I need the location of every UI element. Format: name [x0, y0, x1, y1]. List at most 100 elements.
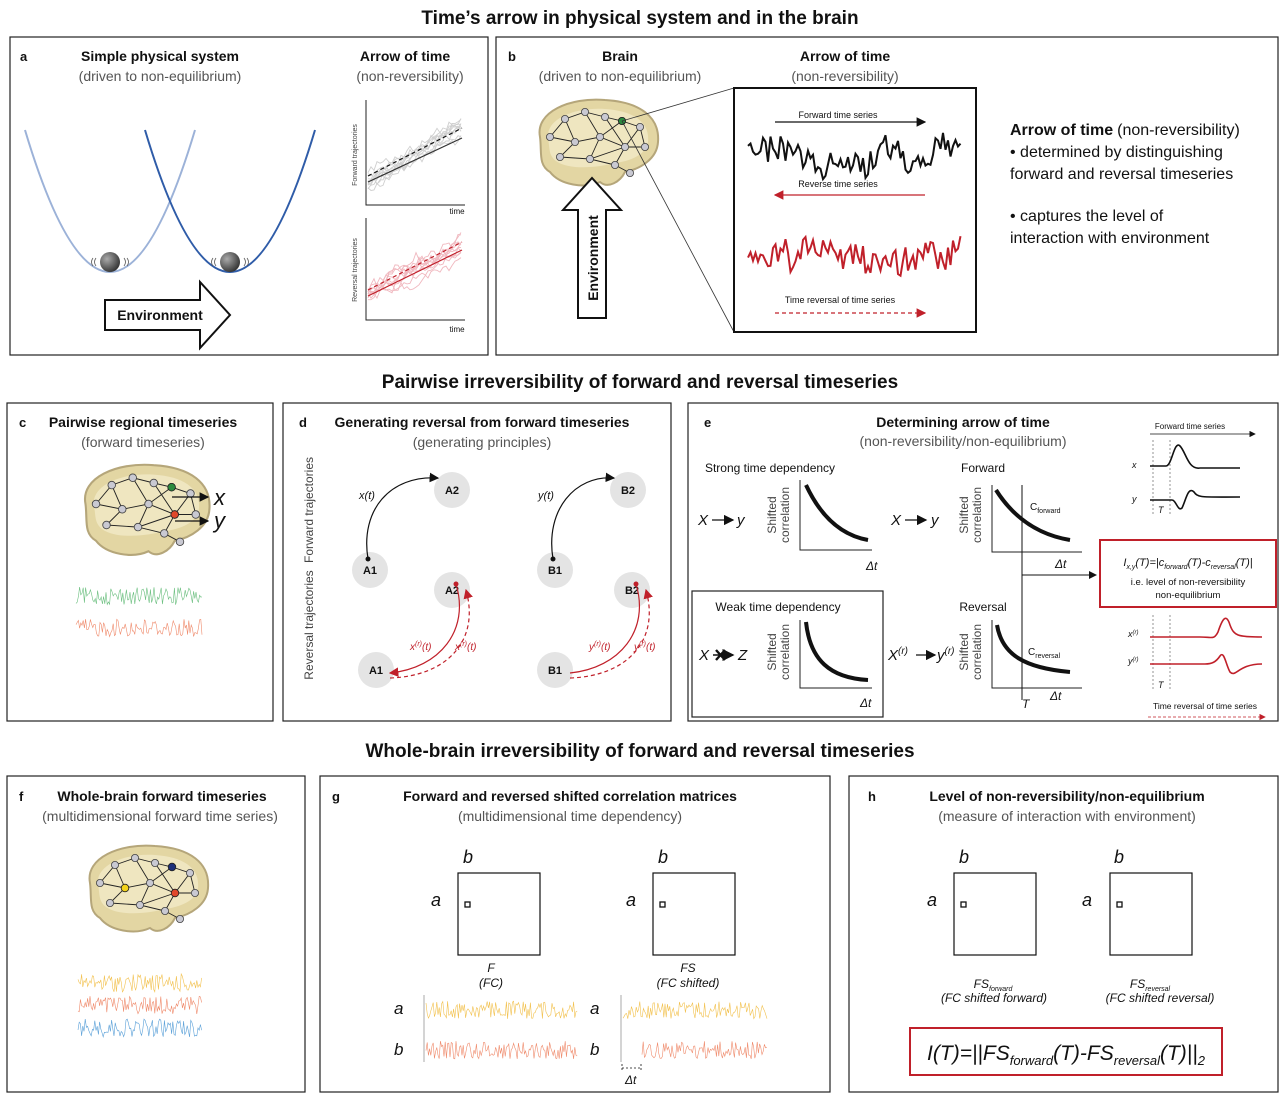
- forward-axis: Forward trajectories: [352, 124, 359, 186]
- environment: Environment: [585, 215, 601, 301]
- title: Simple physical system: [81, 48, 239, 64]
- traces: a: [590, 999, 599, 1018]
- label: h: [868, 789, 876, 804]
- region-node: [171, 511, 179, 519]
- heading: Weak time dependency: [715, 600, 840, 614]
- axis: Shifted: [765, 496, 779, 533]
- axis: Shifted: [957, 496, 971, 533]
- x: x: [1131, 460, 1137, 470]
- reversal-axis: Reversal trajectories: [302, 570, 316, 679]
- region-node: [168, 483, 176, 491]
- title: Forward and reversed shifted correlation…: [403, 788, 737, 804]
- parts: (T)-c: [1188, 557, 1212, 569]
- reversal-axis: Reversal trajectories: [352, 238, 359, 302]
- page: Figure {"sections":{"top":"Time’s arrow …: [0, 0, 1279, 1094]
- circle: [121, 884, 129, 892]
- source: X: [890, 512, 902, 529]
- subtitle: (driven to non-equilibrium): [539, 68, 702, 84]
- traces: a: [394, 999, 403, 1018]
- axis: Shifted: [765, 633, 779, 670]
- parts: reversal: [1211, 564, 1236, 571]
- formula: (T)-FS: [1053, 1042, 1114, 1065]
- col: b: [463, 847, 473, 867]
- col: b: [1114, 847, 1124, 867]
- sup: (r): [1133, 657, 1139, 663]
- label: f: [19, 789, 24, 804]
- formula: 2: [1197, 1053, 1206, 1068]
- reverse-series: Reverse time series: [798, 179, 878, 189]
- subtitle: (forward timeseries): [81, 434, 205, 450]
- title: Generating reversal from forward timeser…: [335, 414, 630, 430]
- parts: x,y: [1125, 564, 1135, 571]
- sup: (r): [898, 646, 908, 657]
- forward-time: time: [449, 207, 465, 216]
- note: (FC): [479, 976, 503, 990]
- label: b: [508, 49, 516, 64]
- label: c: [19, 415, 26, 430]
- tail: (t): [646, 642, 655, 653]
- circle: [171, 889, 179, 897]
- arrow-subtitle: (non-reversibility): [356, 68, 463, 84]
- subtitle: (non-reversibility/non-equilibrium): [860, 433, 1067, 449]
- label: d: [299, 415, 307, 430]
- sup: (r): [639, 641, 646, 648]
- tail: (t): [422, 642, 431, 653]
- row: a: [1082, 890, 1092, 910]
- reverse-title: Time reversal of time series: [1153, 701, 1257, 711]
- text: I(T)=||FSforward(T)-FSreversal(T)||2: [927, 1042, 1206, 1068]
- circle: [168, 863, 176, 871]
- summary-lines: • captures the level of: [1010, 208, 1164, 225]
- sup: (r): [1133, 630, 1139, 636]
- forward-nodes: B2: [621, 485, 635, 497]
- particle: [220, 252, 240, 272]
- lag: Δt: [624, 1073, 637, 1087]
- base: C: [1028, 647, 1035, 658]
- axis: correlation: [970, 624, 984, 680]
- name: FS: [974, 977, 989, 991]
- summary-lines: • determined by distinguishing: [1010, 144, 1223, 161]
- section-title: Time’s arrow in physical system and in t…: [421, 8, 858, 29]
- target: Z: [737, 647, 748, 664]
- forward-title: Forward time series: [1155, 422, 1225, 431]
- title: Brain: [602, 48, 638, 64]
- reversal-time: time: [449, 325, 465, 334]
- note: (FC shifted forward): [941, 991, 1047, 1005]
- time-reversal: Time reversal of time series: [785, 295, 896, 305]
- base: C: [1030, 502, 1037, 513]
- traces: b: [394, 1040, 403, 1059]
- forward-labels: y(t): [537, 490, 554, 502]
- label: a: [20, 49, 28, 64]
- text: Arrow of time(non-reversibility): [1010, 122, 1240, 139]
- arrow-title: Arrow of time: [360, 48, 450, 64]
- source: X: [698, 647, 710, 664]
- name: FS: [680, 961, 695, 975]
- sup: (r): [945, 646, 955, 657]
- parts: forward: [1164, 564, 1188, 571]
- reversal-nodes: B1: [548, 665, 562, 677]
- title: Pairwise regional timeseries: [49, 414, 238, 430]
- row: a: [431, 890, 441, 910]
- particle: [100, 252, 120, 272]
- arrow-title: Arrow of time: [800, 48, 890, 64]
- notes: i.e. level of non-reversibility: [1131, 577, 1246, 588]
- y: y: [212, 508, 227, 533]
- forward-axis: Forward trajectories: [302, 457, 316, 563]
- note: (FC shifted): [657, 976, 720, 990]
- sup: (r): [415, 641, 422, 648]
- summary-lines: forward and reversal timeseries: [1010, 166, 1233, 183]
- sub: forward: [1037, 508, 1060, 515]
- forward-series: Forward time series: [798, 110, 878, 120]
- axis: correlation: [778, 624, 792, 680]
- body: Time’s arrow in physical system and in t…: [0, 0, 1279, 1094]
- subtitle: (measure of interaction with environment…: [938, 808, 1196, 824]
- figure: Time’s arrow in physical system and in t…: [0, 0, 1279, 1094]
- col: b: [959, 847, 969, 867]
- notes: non-equilibrium: [1156, 590, 1221, 601]
- axis: Shifted: [957, 633, 971, 670]
- forward-nodes: A1: [363, 565, 377, 577]
- row: a: [927, 890, 937, 910]
- title: Determining arrow of time: [876, 414, 1050, 430]
- section-title: Pairwise irreversibility of forward and …: [382, 372, 898, 393]
- formula: I(T)=||FS: [927, 1042, 1010, 1065]
- sup: (r): [460, 641, 467, 648]
